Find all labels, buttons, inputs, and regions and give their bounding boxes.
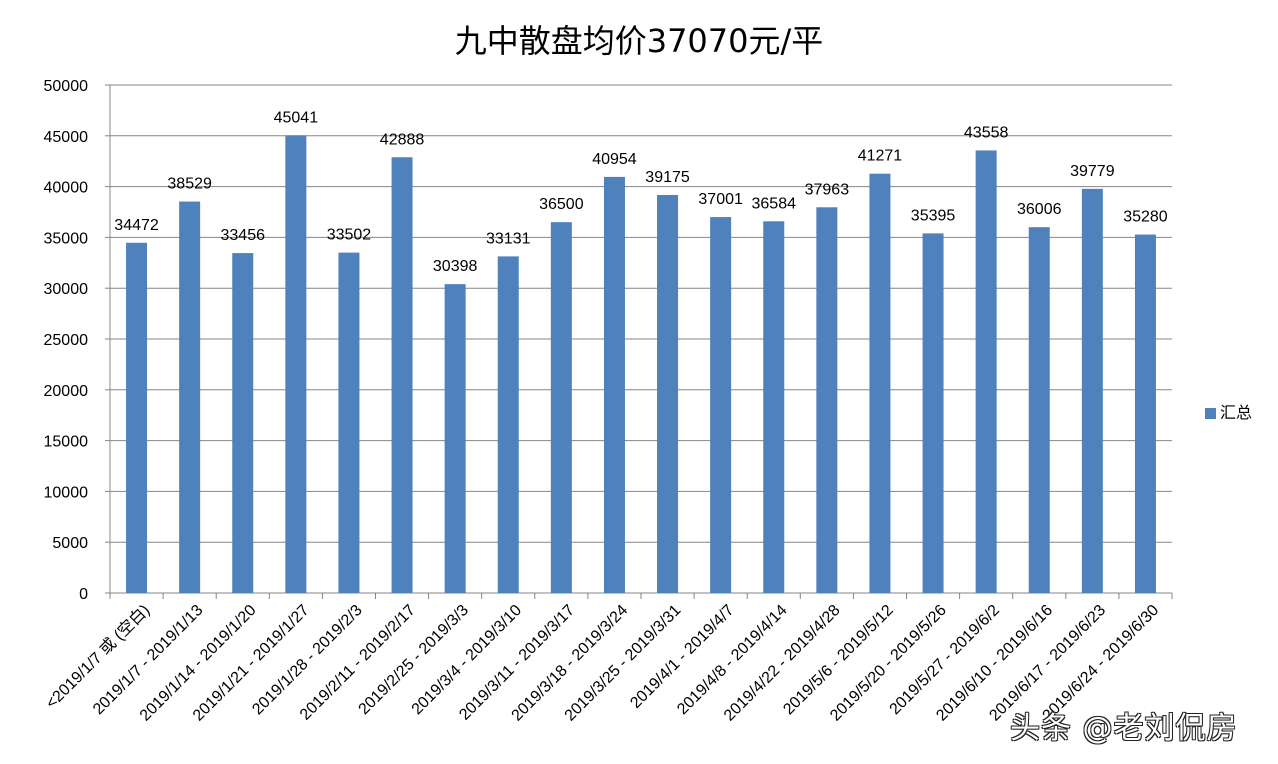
bar [975, 150, 997, 593]
data-label: 39175 [645, 169, 690, 186]
bar [550, 222, 572, 593]
data-label: 39779 [1070, 163, 1115, 180]
y-tick-label: 10000 [44, 484, 89, 501]
data-label: 38529 [167, 176, 212, 193]
bar [497, 256, 519, 593]
y-tick-label: 5000 [52, 535, 88, 552]
y-tick-label: 35000 [44, 230, 89, 247]
data-label: 42888 [380, 131, 425, 148]
y-tick-label: 25000 [44, 332, 89, 349]
y-tick-label: 15000 [44, 434, 89, 451]
data-label: 35280 [1123, 209, 1168, 226]
bar [444, 284, 466, 593]
bar [922, 233, 944, 594]
bar [232, 253, 254, 593]
bar [285, 135, 307, 594]
y-tick-label: 20000 [44, 383, 89, 400]
data-label: 35395 [911, 207, 956, 224]
data-label: 37001 [698, 191, 743, 208]
chart-title: 九中散盘均价37070元/平 [455, 22, 824, 60]
x-tick-label: 2019/4/1 - 2019/4/7 [627, 602, 737, 712]
bar [179, 201, 201, 594]
y-tick-label: 0 [79, 586, 88, 603]
x-tick-label: <2019/1/7 或 (空白) [42, 601, 153, 712]
bar [1134, 234, 1156, 593]
data-label: 37963 [805, 181, 850, 198]
bar [126, 242, 148, 594]
data-label: 33131 [486, 230, 531, 247]
y-tick-label: 50000 [44, 78, 89, 95]
bar [869, 173, 891, 593]
bar [816, 207, 838, 594]
data-label: 34472 [114, 217, 159, 234]
data-label: 36500 [539, 196, 584, 213]
data-label: 45041 [274, 109, 319, 126]
bar [763, 221, 785, 593]
y-tick-label: 40000 [44, 180, 89, 197]
data-label: 36584 [752, 195, 797, 212]
data-label: 30398 [433, 258, 478, 275]
bar [657, 194, 679, 593]
data-label: 33456 [221, 227, 266, 244]
bar [1028, 227, 1050, 593]
data-label: 33502 [327, 227, 372, 244]
bar [710, 217, 732, 594]
legend-label: 汇总 [1220, 404, 1252, 422]
y-tick-label: 45000 [44, 129, 89, 146]
data-label: 36006 [1017, 201, 1062, 218]
data-label: 40954 [592, 151, 637, 168]
bar [603, 176, 625, 594]
bar [338, 252, 360, 593]
watermark: 头条 @老刘侃房 [1010, 711, 1238, 746]
bar [1081, 188, 1103, 593]
data-label: 41271 [858, 148, 903, 165]
legend-swatch [1205, 408, 1216, 419]
data-label: 43558 [964, 124, 1009, 141]
y-tick-label: 30000 [44, 281, 89, 298]
bar [391, 157, 413, 593]
